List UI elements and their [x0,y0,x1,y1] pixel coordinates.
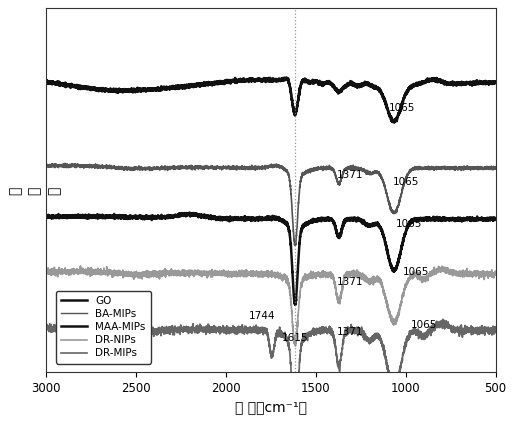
MAA-MIPs [321,217,327,222]
BA-MIPs [292,243,298,248]
DR-MIPs [411,329,417,334]
Text: 1615: 1615 [282,333,308,343]
DR-MIPs [123,328,129,333]
Text: 1065: 1065 [410,320,437,330]
DR-MIPs [43,327,49,332]
DR-NIPs [77,264,83,269]
MAA-MIPs [123,214,129,220]
BA-MIPs [223,165,229,170]
BA-MIPs [411,168,417,173]
Line: GO: GO [46,77,495,122]
MAA-MIPs [292,302,298,308]
DR-NIPs [123,271,129,276]
GO [157,88,163,93]
BA-MIPs [43,164,49,169]
DR-NIPs [157,273,163,278]
BA-MIPs [157,166,163,171]
DR-MIPs [157,326,163,331]
GO [321,80,327,85]
GO [200,81,206,86]
BA-MIPs [62,161,68,166]
BA-MIPs [123,165,129,170]
Line: MAA-MIPs: MAA-MIPs [46,213,495,305]
GO [284,75,290,80]
DR-NIPs [293,343,299,349]
Text: 1065: 1065 [389,103,415,113]
Text: 1744: 1744 [249,311,275,321]
Text: 1065: 1065 [396,219,422,229]
DR-NIPs [223,272,229,277]
DR-MIPs [492,324,499,330]
MAA-MIPs [43,214,49,219]
Text: 1371: 1371 [337,170,363,179]
GO [492,80,499,85]
GO [123,87,129,92]
DR-NIPs [43,270,49,275]
GO [411,82,417,88]
DR-MIPs [222,327,229,332]
X-axis label: 波 数（cm⁻¹）: 波 数（cm⁻¹） [235,401,307,415]
BA-MIPs [200,165,206,170]
DR-NIPs [492,270,499,275]
MAA-MIPs [186,210,193,215]
DR-MIPs [200,327,206,332]
Line: DR-NIPs: DR-NIPs [46,266,495,346]
GO [391,120,398,125]
DR-NIPs [200,272,206,277]
MAA-MIPs [157,214,163,220]
MAA-MIPs [492,217,499,222]
DR-MIPs [440,317,446,322]
DR-MIPs [321,329,327,334]
BA-MIPs [321,167,327,172]
GO [222,81,229,86]
MAA-MIPs [223,217,229,222]
GO [43,80,49,85]
Text: 1371: 1371 [337,327,363,337]
Text: 1371: 1371 [337,277,363,287]
Text: 1065: 1065 [403,266,430,277]
MAA-MIPs [411,217,417,222]
BA-MIPs [492,164,499,169]
DR-NIPs [411,271,417,276]
Y-axis label: 透
光
率: 透 光 率 [8,186,61,195]
Text: 1065: 1065 [392,177,419,187]
Legend: GO, BA-MIPs, MAA-MIPs, DR-NIPs, DR-MIPs: GO, BA-MIPs, MAA-MIPs, DR-NIPs, DR-MIPs [56,291,151,363]
Line: BA-MIPs: BA-MIPs [46,163,495,245]
DR-NIPs [321,269,327,275]
Line: DR-MIPs: DR-MIPs [46,319,495,423]
MAA-MIPs [200,214,206,219]
